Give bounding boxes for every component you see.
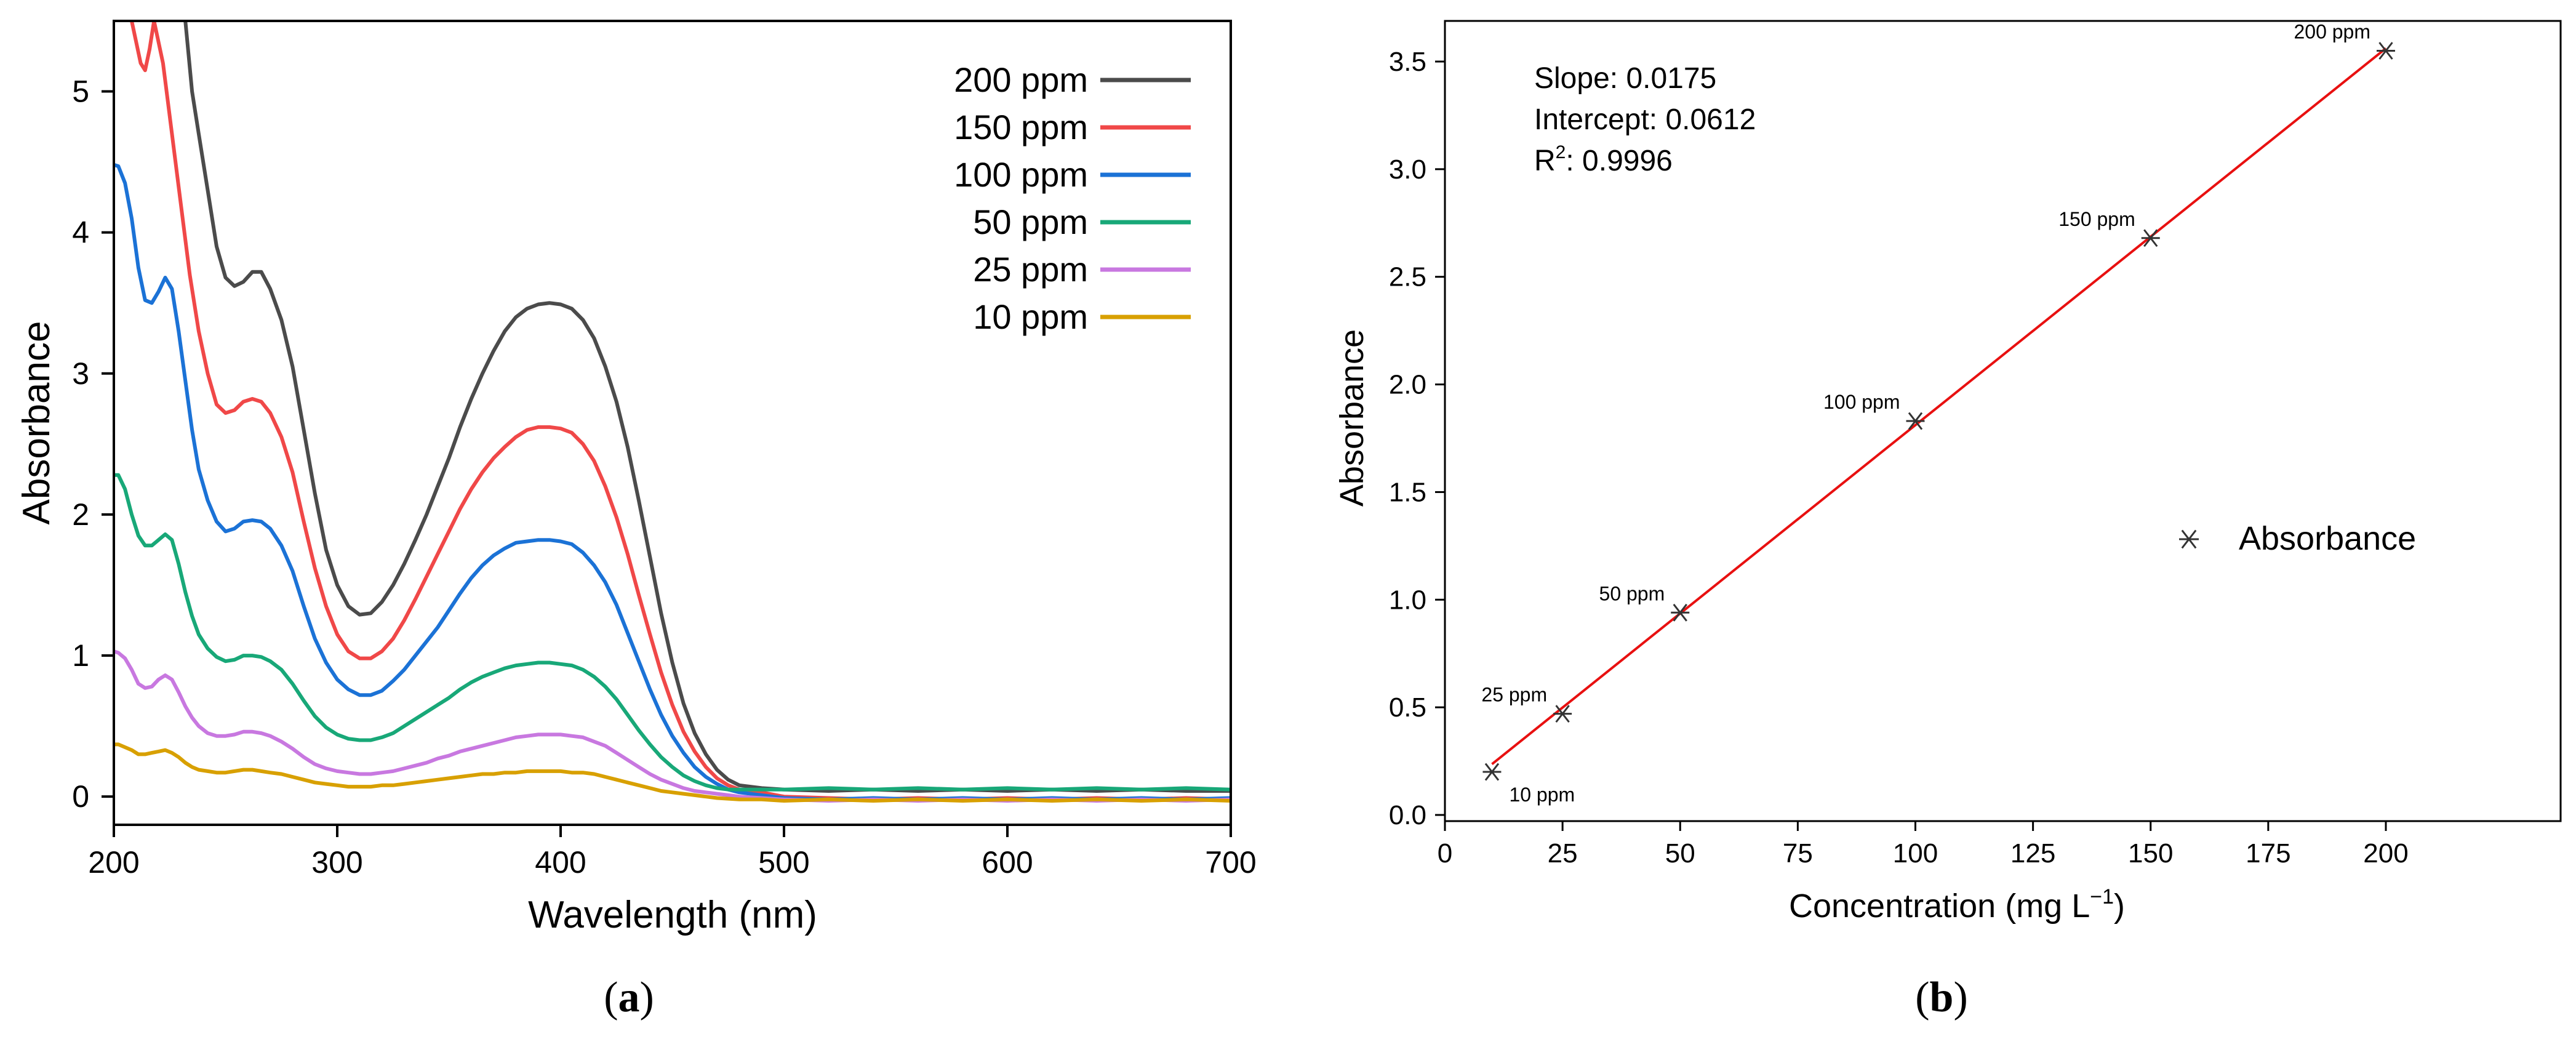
panel-a-y-tick-label: 0 <box>72 779 89 814</box>
panel-a-legend-label: 200 ppm <box>954 60 1088 99</box>
data-point-label: 150 ppm <box>2058 208 2135 230</box>
panel-a-x-axis-title: Wavelength (nm) <box>528 894 817 936</box>
panel-b-label-open: ( <box>1915 974 1929 1021</box>
panel-a-y-tick-label: 2 <box>72 497 89 532</box>
panel-b-y-axis-title: Absorbance <box>1334 329 1370 507</box>
spectrum-line-50-ppm <box>114 473 1231 792</box>
panel-a-x-tick-label: 200 <box>88 845 139 880</box>
data-point-label: 10 ppm <box>1509 784 1575 806</box>
panel-b-legend: Absorbance <box>2179 520 2416 557</box>
data-point-marker <box>1482 763 1502 781</box>
panel-b-y-tick-label: 0.0 <box>1389 800 1426 830</box>
panel-a-series-group <box>114 21 1231 803</box>
panel-a-label: (a) <box>604 974 654 1021</box>
panel-b-legend-label: Absorbance <box>2239 520 2416 557</box>
r-squared-label: R <box>1534 145 1556 177</box>
panel-a-y-axis-title: Absorbance <box>15 321 58 525</box>
panel-a-spectra-chart: 200 300 400 500 600 700 0 1 2 3 4 5 200 ppm 150 ppm 1… <box>15 20 1257 1021</box>
panel-b-x-axis-title: Concentration (mg L−1) <box>1789 885 2125 925</box>
panel-b-y-tick-label: 1.0 <box>1389 585 1426 615</box>
panel-b-y-tick-label: 2.5 <box>1389 262 1426 292</box>
panel-b-fit-stats: Slope: 0.0175 Intercept: 0.0612 R2: 0.99… <box>1534 62 1756 177</box>
panel-b-x-tick-label: 0 <box>1438 838 1452 869</box>
data-point-label: 50 ppm <box>1599 582 1665 604</box>
panel-a-legend-label: 25 ppm <box>973 250 1088 289</box>
linear-fit-line <box>1491 47 2387 765</box>
panel-a-x-tick-label: 500 <box>758 845 809 880</box>
panel-b-label-letter: b <box>1930 974 1954 1021</box>
panel-b-label: (b) <box>1915 974 1968 1021</box>
panel-b-ticks: 0 25 50 75 100 125 150 175 200 0.0 0.5 1.0 1.5 2.0 2.5… <box>1389 47 2409 869</box>
panel-a-plot-frame <box>113 20 1232 826</box>
panel-a-ticks: 200 300 400 500 600 700 0 1 2 3 4 5 <box>72 74 1257 880</box>
data-point-label: 100 ppm <box>1823 391 1900 413</box>
panel-b-y-tick-label: 0.5 <box>1389 692 1426 723</box>
spectrum-line-25-ppm <box>114 649 1231 803</box>
panel-b-x-axis-title-superscript: −1 <box>2090 885 2114 909</box>
panel-b-y-tick-label: 3.0 <box>1389 154 1426 185</box>
panel-a-x-tick-label: 600 <box>982 845 1033 880</box>
panel-a-y-tick-label: 5 <box>72 74 89 109</box>
data-point-marker <box>1906 412 1925 430</box>
panel-a-label-letter: a <box>618 974 640 1021</box>
panel-b-x-tick-label: 100 <box>1893 838 1938 869</box>
panel-b-x-axis-title-close: ) <box>2114 888 2125 925</box>
panel-b-y-tick-label: 1.5 <box>1389 477 1426 507</box>
r-squared-annotation: R2: 0.9996 <box>1534 142 1673 177</box>
panel-b-y-tick-label: 3.5 <box>1389 47 1426 77</box>
panel-a-legend-label: 10 ppm <box>973 297 1088 336</box>
panel-a-label-close: ) <box>640 974 654 1021</box>
panel-b-fit-group <box>1491 47 2387 765</box>
panel-b-x-tick-label: 150 <box>2128 838 2173 869</box>
panel-a-legend: 200 ppm 150 ppm 100 ppm 50 ppm 25 ppm 10 ppm <box>954 60 1191 336</box>
data-point-marker <box>1553 705 1572 723</box>
panel-b-label-close: ) <box>1953 974 1967 1021</box>
panel-a-y-tick-label: 4 <box>72 215 89 250</box>
data-point-label: 25 ppm <box>1481 684 1547 706</box>
panel-b-x-tick-label: 50 <box>1665 838 1695 869</box>
panel-b-points-group: 10 ppm 25 ppm 50 ppm 100 ppm 150 ppm 200 ppm <box>1481 21 2395 806</box>
panel-a-legend-label: 50 ppm <box>973 203 1088 241</box>
r-squared-value: : 0.9996 <box>1566 145 1672 177</box>
legend-star-marker <box>2179 529 2199 549</box>
panel-b-x-tick-label: 125 <box>2010 838 2055 869</box>
panel-a-legend-label: 100 ppm <box>954 155 1088 194</box>
panel-a-x-tick-label: 400 <box>535 845 586 880</box>
r-squared-superscript: 2 <box>1556 142 1566 162</box>
data-point-label: 200 ppm <box>2294 21 2370 43</box>
panel-a-label-open: ( <box>604 974 618 1021</box>
panel-a-x-tick-label: 700 <box>1205 845 1256 880</box>
data-point-marker <box>2377 42 2395 60</box>
spectrum-line-10-ppm <box>114 742 1231 803</box>
intercept-annotation: Intercept: 0.0612 <box>1534 103 1756 136</box>
data-point-marker <box>2141 229 2160 247</box>
panel-a-x-tick-label: 300 <box>311 845 362 880</box>
panel-b-x-tick-label: 25 <box>1548 838 1578 869</box>
panel-b-x-tick-label: 200 <box>2363 838 2408 869</box>
panel-b-x-tick-label: 75 <box>1783 838 1813 869</box>
panel-b-plot-frame <box>1444 20 2562 822</box>
panel-a-y-tick-label: 3 <box>72 356 89 391</box>
panel-a-legend-label: 150 ppm <box>954 108 1088 146</box>
panel-b-x-tick-label: 175 <box>2246 838 2290 869</box>
panel-b-x-axis-title-main: Concentration (mg L <box>1789 888 2090 925</box>
panel-b-legend-marker <box>2179 529 2199 549</box>
data-point-marker <box>1671 603 1690 622</box>
panel-a-y-tick-label: 1 <box>72 638 89 673</box>
slope-annotation: Slope: 0.0175 <box>1534 62 1716 95</box>
panel-b-y-tick-label: 2.0 <box>1389 370 1426 400</box>
